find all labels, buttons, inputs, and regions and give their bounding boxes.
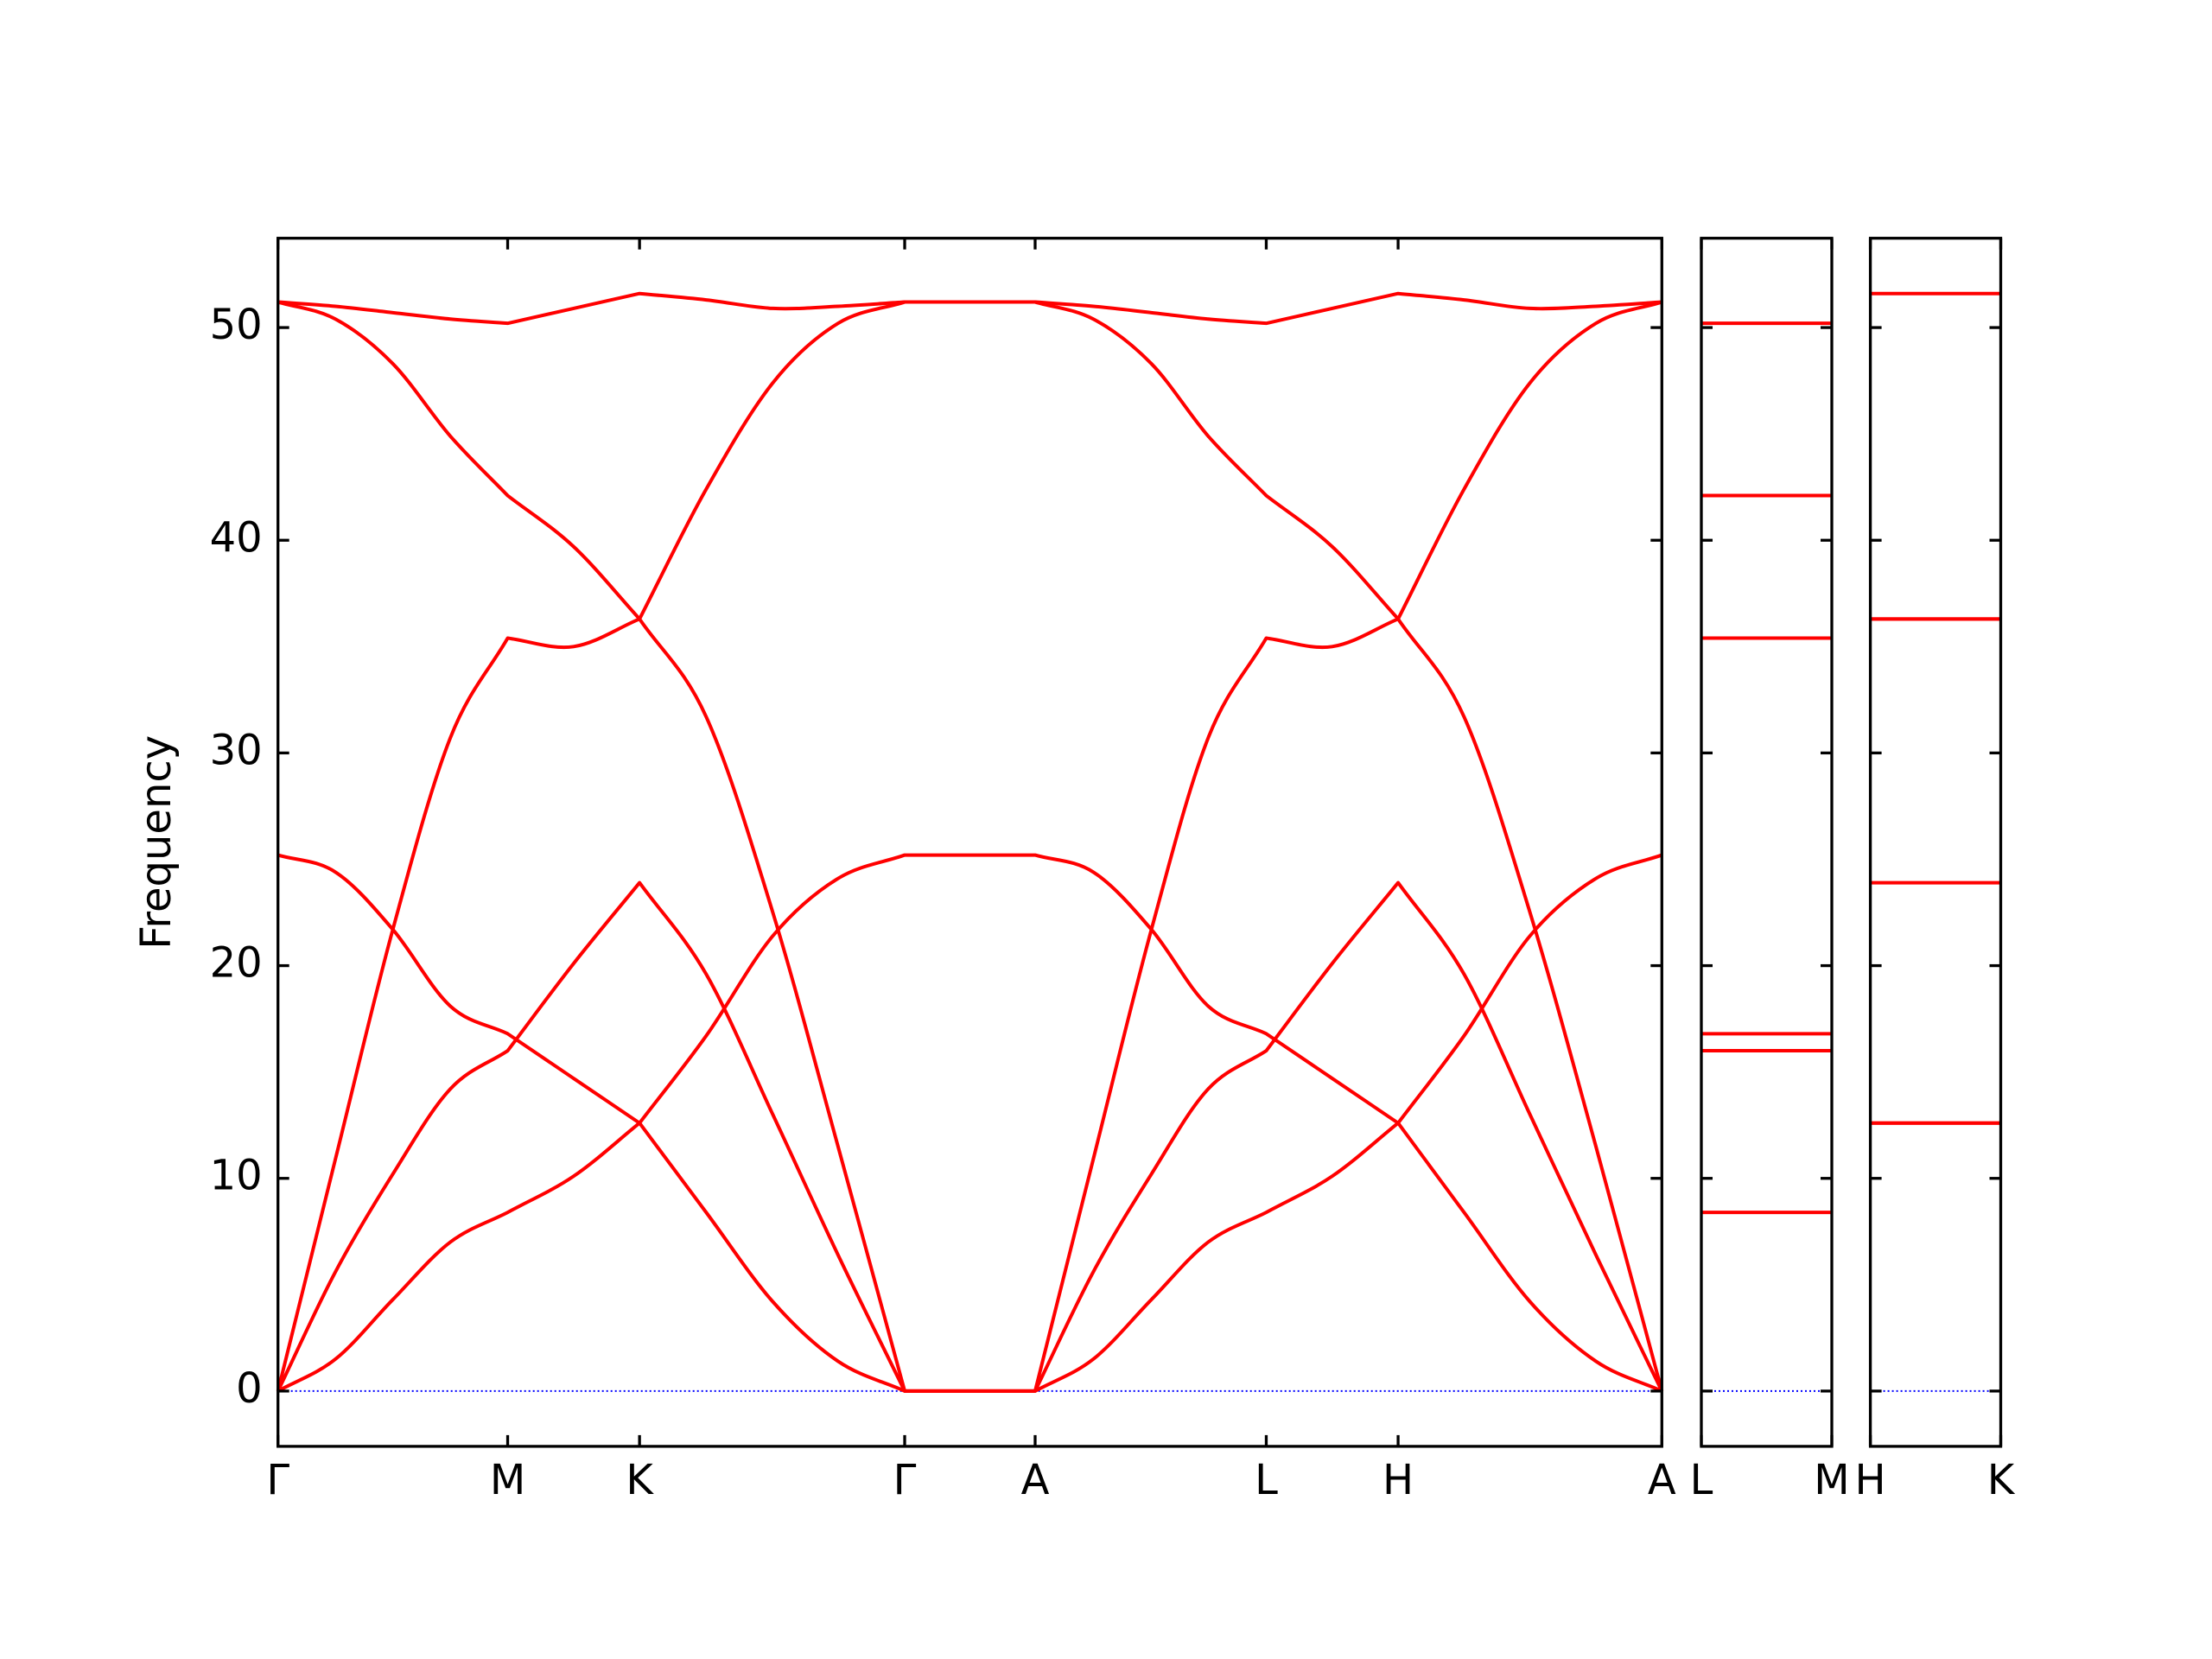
x-tick-label: L: [1690, 1456, 1713, 1504]
x-tick-label: A: [1648, 1456, 1676, 1504]
plot-frame: [276, 237, 1663, 1448]
y-tick-label: 0: [236, 1364, 263, 1413]
band-line: [276, 880, 1664, 1393]
y-axis-label: Frequency: [132, 735, 181, 950]
band-line: [276, 300, 1664, 1392]
band-line: [277, 300, 1662, 1393]
x-tick-label: K: [626, 1456, 654, 1504]
y-tick-label: 20: [210, 939, 263, 988]
x-tick-label: K: [1987, 1456, 2016, 1504]
x-tick-label: L: [1255, 1456, 1278, 1504]
x-tick-label: H: [1382, 1456, 1414, 1504]
x-tick-label: H: [1855, 1456, 1886, 1504]
band-line: [277, 291, 1662, 326]
x-tick-label: M: [490, 1456, 525, 1504]
x-tick-label: M: [1814, 1456, 1849, 1504]
band-line: [277, 853, 1662, 1393]
y-tick-label: 50: [210, 301, 263, 349]
y-tick-label: 30: [210, 726, 263, 774]
y-tick-label: 40: [210, 513, 263, 562]
x-tick-label: Γ: [266, 1456, 289, 1504]
y-tick-label: 10: [210, 1152, 263, 1200]
plot-frame: [1700, 237, 1834, 1448]
x-tick-label: A: [1021, 1456, 1050, 1504]
band-line: [276, 853, 1663, 1393]
x-tick-label: Γ: [893, 1456, 917, 1504]
plot-frame: [1868, 237, 2003, 1448]
